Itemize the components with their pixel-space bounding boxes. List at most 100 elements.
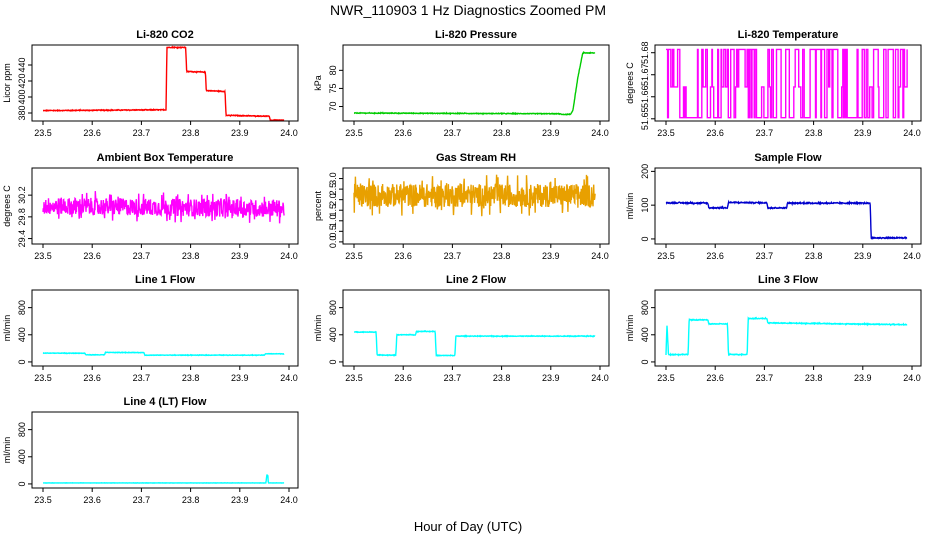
- y-tick-label: 0.5: [328, 225, 338, 238]
- x-tick-label: 24.0: [591, 128, 609, 138]
- x-tick-label: 23.9: [542, 251, 560, 261]
- x-tick-label: 23.7: [756, 128, 774, 138]
- x-tick-label: 24.0: [280, 251, 298, 261]
- x-tick-label: 23.5: [34, 128, 52, 138]
- x-tick-label: 23.6: [706, 373, 724, 383]
- x-tick-label: 23.5: [657, 251, 675, 261]
- panel-line-4-lt-flow: Line 4 (LT) Flow 23.5 23.6 23.7 23.8 23.9 24.0…: [2, 396, 299, 505]
- plot-frame: [342, 167, 610, 245]
- x-tick-label: 23.8: [182, 373, 200, 383]
- x-tick-label: 23.9: [231, 495, 249, 505]
- series-line: [353, 50, 596, 116]
- panel-li-820-co2: Li-820 CO2 23.5 23.6 23.7 23.8 23.9 24.0 380400…: [2, 29, 299, 138]
- panel-title: Li-820 CO2: [136, 29, 193, 41]
- x-tick-label: 23.5: [34, 251, 52, 261]
- x-tick-label: 23.9: [542, 128, 560, 138]
- plot-frame: [342, 44, 610, 122]
- x-tick-label: 23.7: [133, 128, 151, 138]
- y-axis-label: percent: [313, 190, 323, 221]
- y-axis-label: ml/min: [625, 193, 635, 220]
- y-tick-label: 800: [640, 300, 650, 315]
- x-tick-label: 24.0: [591, 373, 609, 383]
- x-tick-label: 23.7: [133, 495, 151, 505]
- y-tick-label: 0: [640, 359, 650, 364]
- series-line: [353, 330, 596, 357]
- x-tick-label: 23.6: [83, 251, 101, 261]
- series-line: [42, 351, 285, 357]
- x-tick-label: 23.8: [493, 373, 511, 383]
- panel-line-1-flow: Line 1 Flow 23.5 23.6 23.7 23.8 23.9 24.0 0 400 8…: [2, 274, 299, 383]
- figure-title: NWR_110903 1 Hz Diagnostics Zoomed PM: [330, 2, 606, 18]
- y-axis-label: ml/min: [625, 315, 635, 342]
- panel-li-820-pressure: Li-820 Pressure 23.5 23.6 23.7 23.8 23.9 24.0 7…: [313, 29, 610, 138]
- x-tick-label: 24.0: [591, 251, 609, 261]
- series-line: [665, 316, 908, 357]
- x-tick-label: 24.0: [903, 373, 921, 383]
- panel-title: Ambient Box Temperature: [97, 152, 234, 164]
- y-tick-label: 420: [17, 73, 27, 88]
- y-axis-label: Licor ppm: [2, 63, 12, 103]
- plot-frame: [31, 289, 299, 367]
- plot-frame: [31, 44, 299, 122]
- y-axis-label: degrees C: [625, 62, 635, 104]
- x-tick-label: 23.9: [231, 373, 249, 383]
- x-tick-label: 23.9: [231, 251, 249, 261]
- y-axis-label: kPa: [313, 75, 323, 91]
- x-tick-label: 23.7: [756, 251, 774, 261]
- y-tick-label: 1.0: [328, 215, 338, 228]
- x-tick-label: 23.9: [854, 373, 872, 383]
- y-tick-label: 200: [640, 164, 650, 179]
- series-line: [353, 174, 596, 217]
- y-tick-label: 800: [17, 300, 27, 315]
- y-tick-label: 0: [17, 359, 27, 364]
- y-tick-label: 70: [328, 102, 338, 112]
- x-tick-label: 23.5: [345, 251, 363, 261]
- y-axis-label: ml/min: [2, 437, 12, 464]
- y-tick-label: 2.5: [328, 183, 338, 196]
- x-tick-label: 23.7: [444, 251, 462, 261]
- y-tick-label: 400: [17, 327, 27, 342]
- x-tick-label: 23.7: [444, 128, 462, 138]
- y-tick-label: 51.65: [640, 108, 650, 131]
- x-tick-label: 23.9: [854, 128, 872, 138]
- x-tick-label: 23.6: [706, 128, 724, 138]
- panel-title: Li-820 Pressure: [435, 29, 517, 41]
- y-tick-label: 51.67: [640, 63, 650, 86]
- x-tick-label: 23.6: [83, 128, 101, 138]
- x-tick-label: 23.6: [706, 251, 724, 261]
- x-tick-label: 23.6: [394, 373, 412, 383]
- plot-frame: [654, 44, 922, 122]
- x-tick-label: 23.5: [34, 495, 52, 505]
- x-tick-label: 24.0: [903, 251, 921, 261]
- y-tick-label: 2.0: [328, 193, 338, 206]
- x-tick-label: 23.7: [133, 373, 151, 383]
- x-tick-label: 24.0: [280, 373, 298, 383]
- y-tick-label: 29.8: [17, 208, 27, 226]
- series-line: [43, 45, 285, 122]
- y-tick-label: 100: [640, 198, 650, 213]
- panel-sample-flow: Sample Flow 23.5 23.6 23.7 23.8 23.9 24.0 0 100 2…: [625, 152, 922, 261]
- x-tick-label: 23.6: [83, 495, 101, 505]
- plot-frame: [31, 411, 299, 489]
- y-tick-label: 0: [640, 236, 650, 241]
- panel-title: Line 4 (LT) Flow: [124, 396, 207, 408]
- y-tick-label: 0: [17, 481, 27, 486]
- x-tick-label: 23.6: [394, 251, 412, 261]
- y-tick-label: 0: [328, 359, 338, 364]
- y-tick-label: 400: [17, 89, 27, 104]
- y-tick-label: 0.0: [328, 236, 338, 249]
- x-tick-label: 23.9: [231, 128, 249, 138]
- x-tick-label: 23.5: [345, 373, 363, 383]
- x-tick-label: 23.7: [444, 373, 462, 383]
- plot-frame: [31, 167, 299, 245]
- x-tick-label: 23.8: [182, 251, 200, 261]
- y-tick-label: 3.0: [328, 172, 338, 185]
- y-tick-label: 29.4: [17, 230, 27, 248]
- x-tick-label: 23.5: [657, 373, 675, 383]
- plot-frame: [654, 289, 922, 367]
- x-tick-label: 23.9: [854, 251, 872, 261]
- plot-frame: [654, 167, 922, 245]
- x-tick-label: 24.0: [903, 128, 921, 138]
